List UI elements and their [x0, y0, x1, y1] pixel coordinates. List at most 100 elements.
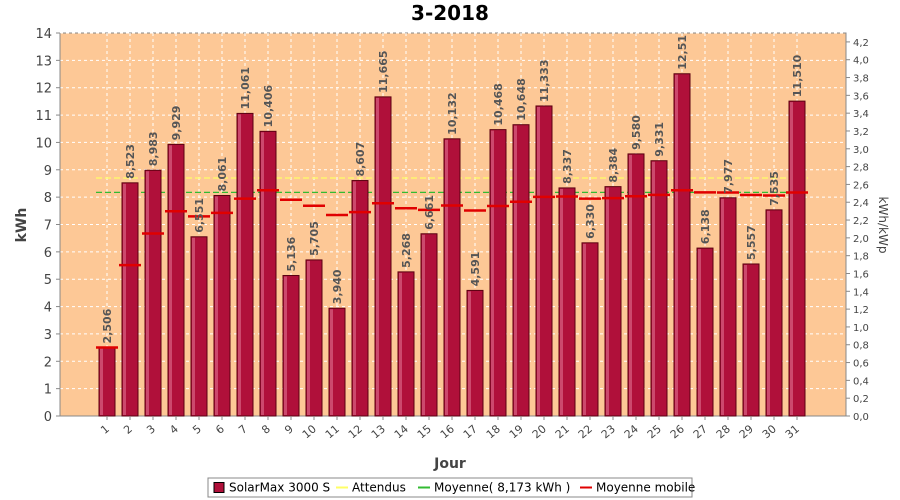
bar-highlight — [468, 291, 471, 415]
x-tick-label: 9 — [282, 422, 296, 436]
x-tick-label: 31 — [783, 422, 802, 441]
right-tick-label: 1,6 — [853, 269, 869, 280]
right-tick-label: 0,6 — [853, 359, 869, 370]
bar-highlight — [330, 309, 333, 415]
data-label: 5,136 — [285, 236, 298, 271]
right-tick-label: 1,4 — [853, 287, 869, 298]
right-tick-label: 2,6 — [853, 180, 869, 191]
right-axis: 0,0 0,2 0,4 0,6 0,8 1,0 1,2 1,4 1,6 1,8 2,0 2,2 2,4 2… — [845, 33, 869, 423]
chart-title: 3-2018 — [411, 1, 489, 25]
x-tick-label: 20 — [530, 422, 549, 441]
bar-highlight — [537, 106, 540, 416]
left-tick-label: 9 — [44, 164, 52, 179]
data-label: 9,331 — [653, 122, 666, 157]
legend-label: Moyenne( 8,173 kWh ) — [434, 481, 570, 495]
bar-highlight — [169, 145, 172, 416]
x-tick-label: 6 — [213, 422, 227, 436]
data-label: 8,523 — [124, 144, 137, 179]
data-label: 5,705 — [308, 221, 321, 256]
x-tick-label: 28 — [714, 422, 733, 441]
x-tick-label: 10 — [300, 422, 319, 441]
right-tick-label: 3,6 — [853, 91, 869, 102]
bar-highlight — [652, 161, 655, 415]
bar-highlight — [307, 260, 310, 415]
bar-highlight — [790, 102, 793, 415]
data-label: 6,330 — [584, 204, 597, 239]
data-label: 5,557 — [745, 225, 758, 260]
data-label: 8,607 — [354, 142, 367, 177]
right-tick-label: 2,0 — [853, 234, 869, 245]
left-tick-label: 12 — [35, 82, 52, 97]
bar-highlight — [721, 198, 724, 415]
bar-highlight — [767, 210, 770, 415]
data-labels: 2,506 8,523 8,983 9,929 6,551 8,061 11,061 10,4… — [101, 35, 804, 343]
data-label: 8,384 — [607, 147, 620, 182]
bar-highlight — [583, 243, 586, 415]
bar-highlight — [514, 125, 517, 415]
data-label: 10,406 — [262, 85, 275, 128]
right-tick-label: 0,8 — [853, 341, 869, 352]
bar-highlight — [146, 171, 149, 415]
x-tick-label: 12 — [346, 422, 365, 441]
legend-box — [207, 477, 693, 498]
bar-highlight — [445, 139, 448, 415]
data-label: 2,506 — [101, 308, 114, 343]
data-label: 8,061 — [216, 157, 229, 192]
left-tick-label: 0 — [44, 410, 52, 425]
bar-highlight — [422, 234, 425, 415]
right-tick-label: 2,4 — [853, 198, 869, 209]
data-label: 4,591 — [469, 252, 482, 287]
data-label: 9,929 — [170, 106, 183, 141]
x-tick-label: 11 — [323, 422, 342, 441]
right-tick-label: 1,0 — [853, 323, 869, 334]
left-tick-label: 2 — [44, 355, 52, 370]
x-tick-label: 1 — [98, 422, 112, 436]
legend-label: SolarMax 3000 S — [229, 481, 330, 495]
x-tick-label: 4 — [167, 422, 181, 436]
bar-highlight — [675, 74, 678, 415]
bar-highlight — [698, 249, 701, 415]
left-tick-label: 3 — [44, 328, 52, 343]
right-tick-label: 3,0 — [853, 145, 869, 156]
right-tick-label: 1,2 — [853, 305, 869, 316]
x-tick-label: 30 — [760, 422, 779, 441]
left-tick-label: 6 — [44, 246, 52, 261]
x-axis-title: Jour — [433, 456, 466, 472]
y-axis-title: kWh — [14, 208, 30, 243]
left-tick-label: 7 — [44, 219, 52, 234]
x-tick-label: 15 — [415, 422, 434, 441]
data-label: 8,337 — [561, 149, 574, 184]
x-tick-label: 22 — [576, 422, 595, 441]
x-tick-label: 2 — [121, 422, 135, 436]
bar-highlight — [238, 114, 241, 415]
data-label: 11,510 — [791, 54, 804, 97]
bar-highlight — [376, 97, 379, 415]
right-tick-label: 4,2 — [853, 38, 869, 49]
left-tick-label: 11 — [35, 109, 52, 124]
x-tick-label: 27 — [691, 422, 710, 441]
right-tick-label: 3,2 — [853, 127, 869, 138]
left-tick-label: 5 — [44, 273, 52, 288]
bar-highlight — [261, 132, 264, 415]
right-tick-label: 3,4 — [853, 109, 869, 120]
x-tick-label: 19 — [507, 422, 526, 441]
bar-highlight — [123, 183, 126, 415]
right-tick-label: 4,0 — [853, 56, 869, 67]
left-tick-label: 4 — [44, 301, 52, 316]
x-tick-label: 8 — [259, 422, 273, 436]
x-tick-label: 25 — [645, 422, 664, 441]
x-tick-label: 26 — [668, 422, 687, 441]
bar-highlight — [215, 196, 218, 415]
right-tick-label: 2,8 — [853, 163, 869, 174]
right-tick-label: 2,2 — [853, 216, 869, 227]
right-tick-label: 0,2 — [853, 394, 869, 405]
bar-highlight — [399, 272, 402, 415]
bar-highlight — [629, 154, 632, 415]
legend-swatch — [213, 482, 225, 493]
x-tick-label: 5 — [190, 422, 204, 436]
bar-series — [98, 73, 806, 417]
data-label: 8,983 — [147, 131, 160, 166]
left-tick-label: 10 — [35, 136, 52, 151]
